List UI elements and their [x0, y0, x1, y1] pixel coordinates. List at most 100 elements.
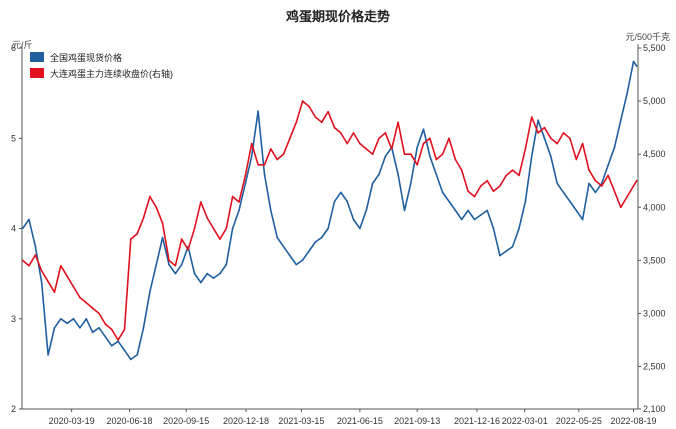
series-1-point [340, 191, 342, 194]
series-1-point [117, 340, 119, 343]
x-tick-label: 2021-06-15 [337, 416, 383, 426]
series-2-point [244, 174, 247, 177]
left-tick-label: 2 [11, 404, 16, 414]
series-1-point [295, 263, 298, 266]
series-1-point [60, 318, 62, 320]
series-1-point [359, 227, 361, 230]
series-1-point [238, 209, 240, 212]
series-1-point [454, 209, 457, 212]
series-2-point [620, 206, 622, 209]
left-tick-label: 4 [11, 224, 16, 234]
series-2-point [219, 238, 221, 240]
series-2-point [28, 264, 30, 267]
series-2-point [581, 142, 584, 145]
series-1-point [397, 173, 399, 176]
series-1-point [371, 182, 374, 185]
series-2-point [626, 195, 628, 198]
legend-label-1: 全国鸡蛋现货价格 [50, 52, 122, 63]
legend-swatch-1 [30, 52, 44, 62]
series-2-point [346, 142, 349, 145]
series-2-point [486, 179, 489, 182]
series-2-point [460, 169, 463, 171]
series-2-point [225, 227, 228, 230]
series-2-point [588, 169, 590, 171]
series-1-point [212, 277, 215, 279]
left-tick-label: 6 [11, 43, 16, 53]
series-2-point [98, 312, 100, 315]
series-2-point [575, 158, 578, 161]
series-2-point [390, 148, 393, 150]
x-tick-label: 2021-03-15 [278, 416, 324, 426]
series-1-point [149, 290, 151, 293]
series-1-point [620, 119, 622, 121]
series-2-point [613, 190, 616, 193]
series-2-point [231, 195, 234, 198]
series-2-point [72, 286, 75, 288]
series-1-point [518, 227, 520, 230]
series-1-point [161, 236, 164, 239]
series-2-point [282, 153, 285, 155]
series-2-point [352, 132, 355, 134]
series-2-point [505, 174, 508, 177]
series-1-point [110, 345, 113, 347]
series-2-point [206, 217, 208, 219]
x-tick-label: 2022-03-01 [502, 416, 548, 426]
right-tick-label: 3,500 [643, 255, 666, 265]
series-1-point [308, 250, 310, 252]
series-1-point [219, 272, 221, 275]
series-1-point [365, 209, 368, 212]
series-1-point [429, 155, 431, 158]
series-2-point [429, 137, 431, 140]
x-tick-label: 2022-08-19 [611, 416, 657, 426]
series-2-point [301, 100, 304, 102]
series-2-point [410, 153, 412, 155]
x-tick-label: 2020-09-15 [163, 416, 209, 426]
series-2-point [518, 174, 520, 177]
right-tick-label: 5,000 [643, 96, 666, 106]
series-1-point [635, 65, 638, 67]
series-1-point [314, 241, 317, 243]
series-2-point [155, 206, 158, 209]
series-2-point [473, 195, 476, 198]
series-2-point [149, 195, 151, 198]
right-tick-label: 5,500 [643, 43, 666, 53]
series-2-point [91, 307, 94, 309]
series-1-point [244, 182, 247, 185]
series-1-point [626, 92, 628, 94]
series-2-point [320, 121, 323, 124]
series-1-point [34, 245, 37, 248]
series-2-point [435, 158, 438, 161]
series-2-point [110, 328, 113, 331]
series-1-point [270, 209, 272, 212]
series-2-point [142, 217, 145, 219]
series-1-point [492, 227, 495, 230]
series-1-point [581, 218, 584, 221]
series-1-point [276, 236, 279, 239]
series-1-point [524, 200, 527, 203]
series-1-point [250, 155, 253, 158]
series-2-point [569, 137, 571, 140]
series-1-point [569, 200, 571, 203]
series-2-point [187, 248, 189, 251]
right-tick-label: 3,000 [643, 308, 666, 318]
series-2-point [136, 233, 138, 235]
series-1-point [53, 327, 56, 329]
series-1-point [607, 164, 609, 167]
series-1-point [435, 173, 438, 176]
series-2-point [556, 142, 558, 145]
series-1-point [530, 155, 533, 158]
series-1-point [193, 272, 196, 275]
series-2-point [530, 116, 533, 118]
series-2-point [607, 174, 609, 177]
series-2-point [250, 142, 253, 145]
x-tick-label: 2020-06-18 [107, 416, 153, 426]
series-1-point [72, 318, 75, 320]
series-1-point [289, 254, 291, 257]
series-2-point [340, 132, 342, 134]
series-2-point [263, 164, 266, 166]
right-tick-label: 2,100 [643, 404, 666, 414]
series-1-point [556, 182, 558, 185]
legend-swatch-2 [30, 68, 44, 78]
series-1-point [206, 272, 208, 275]
